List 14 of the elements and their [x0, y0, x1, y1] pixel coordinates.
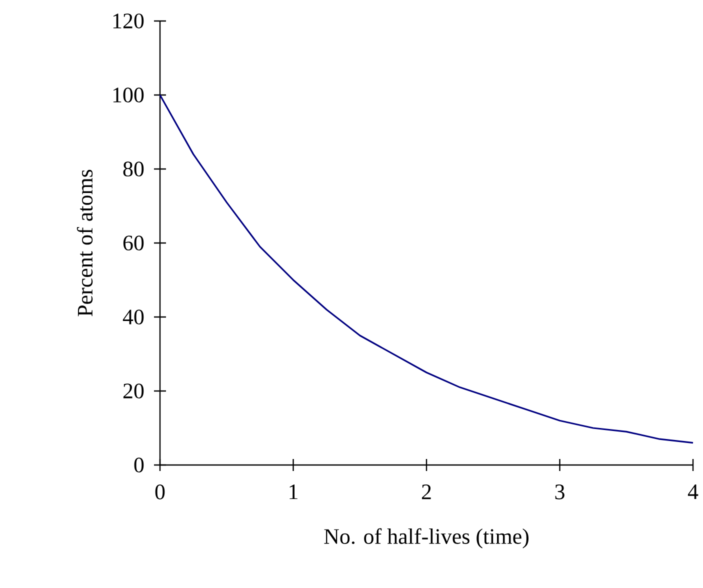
y-tick-label: 60: [123, 236, 144, 250]
x-tick-label: 1: [290, 484, 298, 500]
x-tick-label: 3: [555, 484, 564, 500]
y-tick-label: 80: [123, 162, 144, 176]
x-tick-label: 2: [422, 484, 431, 500]
y-tick-label: 20: [123, 384, 144, 398]
y-tick-label: 120: [113, 14, 144, 28]
x-tick-label: 0: [155, 484, 165, 500]
y-tick-label: 100: [113, 88, 144, 102]
x-tick-label: 4: [688, 484, 698, 500]
y-tick-label: 0: [134, 458, 144, 472]
x-axis-title: No. of half-lives (time): [324, 528, 528, 548]
y-axis-title: Percent of atoms: [76, 170, 93, 316]
y-tick-label: 40: [122, 310, 144, 324]
